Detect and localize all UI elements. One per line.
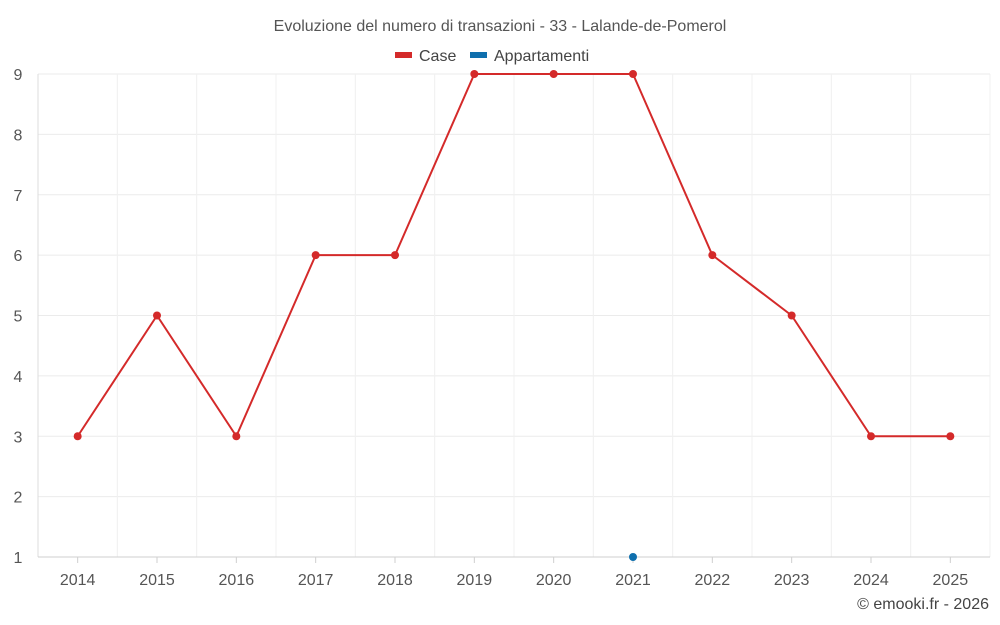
data-point[interactable]: [73, 432, 82, 441]
x-axis: 2014 2015 2016 2017 2018 2019 2020 2021 2022 2023…: [38, 556, 990, 589]
grid: [37, 73, 991, 558]
y-tick-label: 6: [14, 248, 23, 265]
series-case: [73, 70, 955, 441]
y-tick-label: 4: [14, 369, 23, 386]
series-line: [76, 73, 951, 438]
credit-text: © emooki.fr - 2026: [857, 596, 989, 613]
y-tick-label: 8: [14, 127, 23, 144]
x-tick-label: 2015: [139, 572, 175, 589]
x-tick-label: 2020: [536, 572, 572, 589]
x-tick-label: 2016: [219, 572, 255, 589]
data-point[interactable]: [629, 553, 637, 561]
y-tick-label: 5: [14, 309, 23, 326]
data-point[interactable]: [787, 311, 796, 320]
legend-label-appartamenti: Appartamenti: [494, 48, 589, 65]
x-tick-label: 2014: [60, 572, 96, 589]
y-tick-label: 2: [14, 490, 23, 507]
data-point[interactable]: [946, 432, 955, 441]
data-point[interactable]: [867, 432, 875, 441]
legend-swatch-appartamenti: [470, 52, 487, 58]
data-point[interactable]: [629, 70, 637, 78]
data-point[interactable]: [708, 251, 717, 260]
x-tick-label: 2025: [933, 572, 969, 589]
legend: Case Appartamenti: [395, 48, 589, 65]
data-point[interactable]: [153, 311, 161, 320]
series-layer: [73, 70, 955, 561]
y-axis: 1 2 3 4 5 6 7 8 9: [14, 67, 39, 567]
x-tick-label: 2022: [695, 572, 731, 589]
series-appartamenti: [629, 553, 637, 561]
data-point[interactable]: [391, 251, 399, 260]
x-tick-label: 2023: [774, 572, 810, 589]
y-tick-label: 3: [14, 429, 23, 446]
x-tick-label: 2017: [298, 572, 334, 589]
data-point[interactable]: [470, 70, 479, 78]
x-tick-label: 2019: [457, 572, 493, 589]
chart-title: Evoluzione del numero di transazioni - 3…: [274, 18, 727, 35]
y-tick-label: 9: [14, 67, 23, 84]
legend-label-case: Case: [419, 48, 456, 65]
x-tick-label: 2018: [377, 572, 413, 589]
y-tick-label: 7: [14, 188, 23, 205]
legend-item-case[interactable]: Case: [395, 48, 456, 65]
x-tick-label: 2024: [853, 572, 889, 589]
legend-swatch-case: [395, 52, 412, 58]
legend-item-appartamenti[interactable]: Appartamenti: [470, 48, 589, 65]
x-tick-label: 2021: [615, 572, 651, 589]
data-point[interactable]: [549, 70, 558, 78]
y-tick-label: 1: [14, 550, 23, 567]
data-point[interactable]: [232, 432, 241, 441]
data-point[interactable]: [311, 251, 320, 260]
